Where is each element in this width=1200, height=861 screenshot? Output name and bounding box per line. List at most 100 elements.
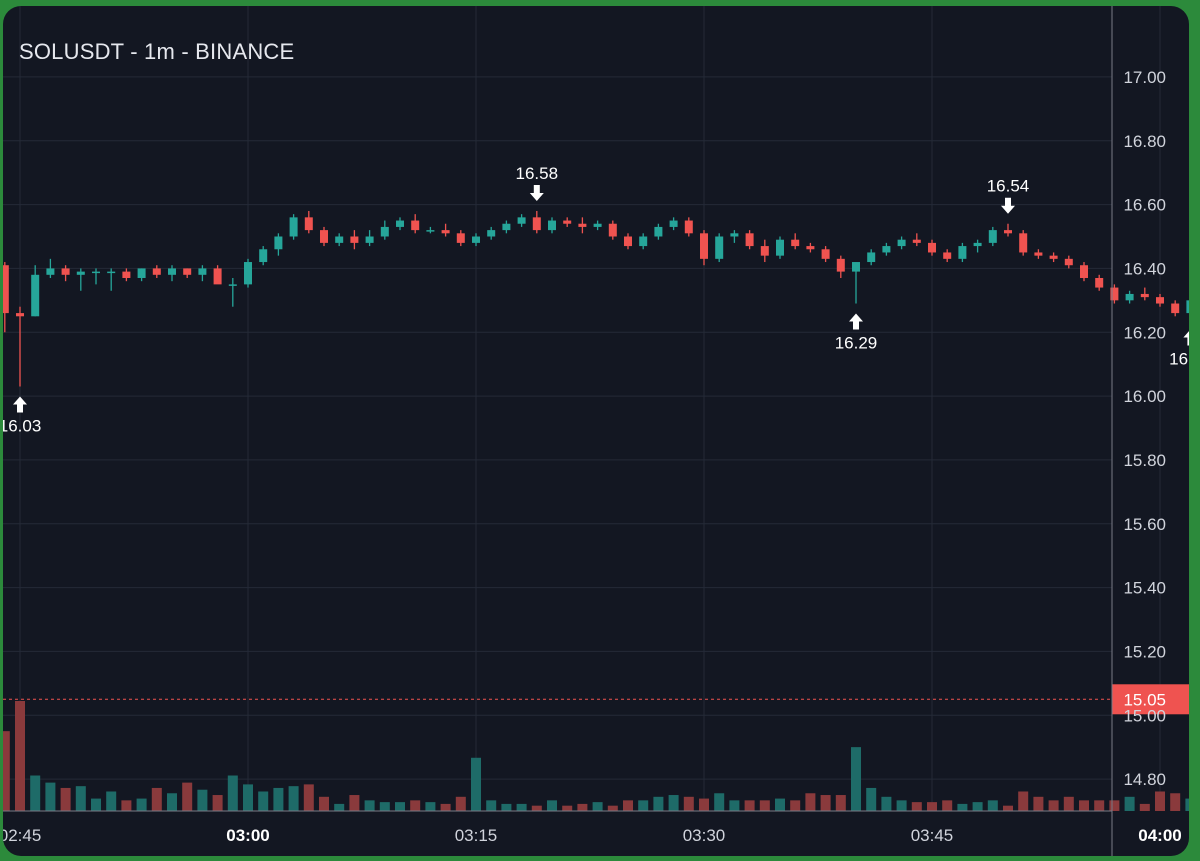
candle-body (456, 233, 465, 243)
price-chart[interactable]: 15.0516.0316.5816.2916.5416.2416.4715.05… (3, 6, 1189, 856)
volume-bar (501, 803, 512, 811)
last-price-label: 15.05 (1123, 690, 1166, 709)
x-axis-tick-label: 03:00 (226, 826, 269, 845)
candle-body (760, 246, 769, 256)
annotation-label: 16.03 (3, 417, 41, 436)
candle-body (973, 242, 982, 247)
candle-body (1064, 258, 1073, 266)
annotation-label: 16.58 (516, 164, 559, 183)
volume-bar (1124, 796, 1135, 811)
candle-body (335, 236, 344, 243)
candle-body (228, 284, 237, 286)
volume-bar (410, 800, 421, 811)
candle-body (3, 265, 9, 314)
annotation-arrow-icon (529, 184, 544, 201)
volume-bar (425, 802, 436, 811)
volume-bar (866, 787, 877, 811)
volume-bar (1079, 800, 1089, 811)
x-axis-tick-label: 03:30 (683, 826, 726, 845)
volume-bar (729, 800, 740, 811)
volume-bar (471, 757, 481, 811)
annotation-arrow-icon (1001, 197, 1015, 214)
candle-body (684, 220, 693, 234)
volume-bar (759, 800, 770, 811)
candle-body (107, 271, 116, 274)
volume-bar (45, 782, 56, 811)
chart-panel[interactable]: 15.0516.0316.5816.2916.5416.2416.4715.05… (3, 6, 1189, 856)
candle-body (867, 252, 876, 263)
candle-body (76, 271, 85, 275)
volume-bar (273, 787, 284, 811)
volume-bar (714, 793, 725, 811)
volume-bar (319, 796, 329, 811)
candle-body (213, 268, 222, 285)
candle-body (92, 271, 100, 274)
volume-bar (349, 795, 360, 811)
candle-body (411, 220, 420, 231)
volume-bar (881, 796, 892, 811)
candle-body (1049, 255, 1058, 259)
volume-bar (303, 784, 314, 811)
volume-bar (455, 796, 466, 811)
volume-bar (623, 800, 633, 811)
volume-bar (1048, 800, 1059, 811)
volume-bar (60, 787, 71, 811)
candle-body (639, 236, 648, 247)
volume-bar (379, 802, 390, 811)
volume-bar (151, 787, 162, 811)
candle-body (791, 239, 800, 247)
candle-body (654, 226, 663, 237)
volume-bar (820, 795, 831, 811)
volume-bar (668, 795, 679, 811)
volume-bar (531, 805, 542, 811)
candle-body (1140, 293, 1149, 298)
volume-bar (1109, 800, 1120, 811)
y-axis-tick-label: 15.80 (1123, 451, 1166, 470)
candle-body (532, 217, 541, 231)
volume-bar (1063, 796, 1074, 811)
y-axis-tick-label: 16.00 (1123, 387, 1166, 406)
volume-bar (30, 775, 41, 811)
y-axis-tick-label: 16.80 (1123, 132, 1166, 151)
volume-bar (3, 731, 10, 811)
candle-body (274, 236, 283, 250)
candle-body (198, 268, 207, 275)
annotation-label: 16.54 (987, 177, 1030, 196)
candle-body (608, 223, 617, 237)
volume-bar (91, 798, 101, 811)
volume-bar (136, 798, 147, 811)
volume-bar (258, 791, 269, 811)
candle-body (380, 226, 389, 237)
annotation-arrow-icon (13, 396, 27, 413)
volume-bar (835, 795, 846, 811)
volume-bar (167, 793, 177, 811)
candle-body (365, 236, 374, 243)
y-axis-tick-label: 15.20 (1123, 642, 1166, 661)
volume-bar (638, 800, 649, 811)
candle-body (502, 223, 511, 231)
y-axis-tick-label: 15.00 (1123, 706, 1166, 725)
candle-body (563, 220, 572, 224)
volume-bar (15, 701, 25, 811)
volume-bar (653, 796, 664, 811)
volume-bar (775, 798, 785, 811)
chart-title: SOLUSDT - 1m - BINANCE (19, 39, 295, 64)
candle-body (441, 230, 450, 234)
candle-body (958, 246, 967, 259)
candle-body (578, 223, 587, 227)
volume-bar (121, 800, 132, 811)
candle-body (988, 230, 997, 243)
candles (3, 210, 1189, 387)
candle-body (244, 262, 252, 285)
candle-body (46, 268, 55, 275)
candle-body (320, 230, 328, 243)
candle-body (715, 236, 724, 259)
candle-body (183, 268, 192, 275)
x-axis-tick-label: 04:00 (1138, 826, 1181, 845)
annotation-label: 16.24 (1169, 349, 1189, 368)
volume-bar (547, 800, 557, 811)
candle-body (593, 223, 602, 227)
y-axis-tick-label: 14.80 (1123, 770, 1166, 789)
candle-body (137, 268, 146, 278)
